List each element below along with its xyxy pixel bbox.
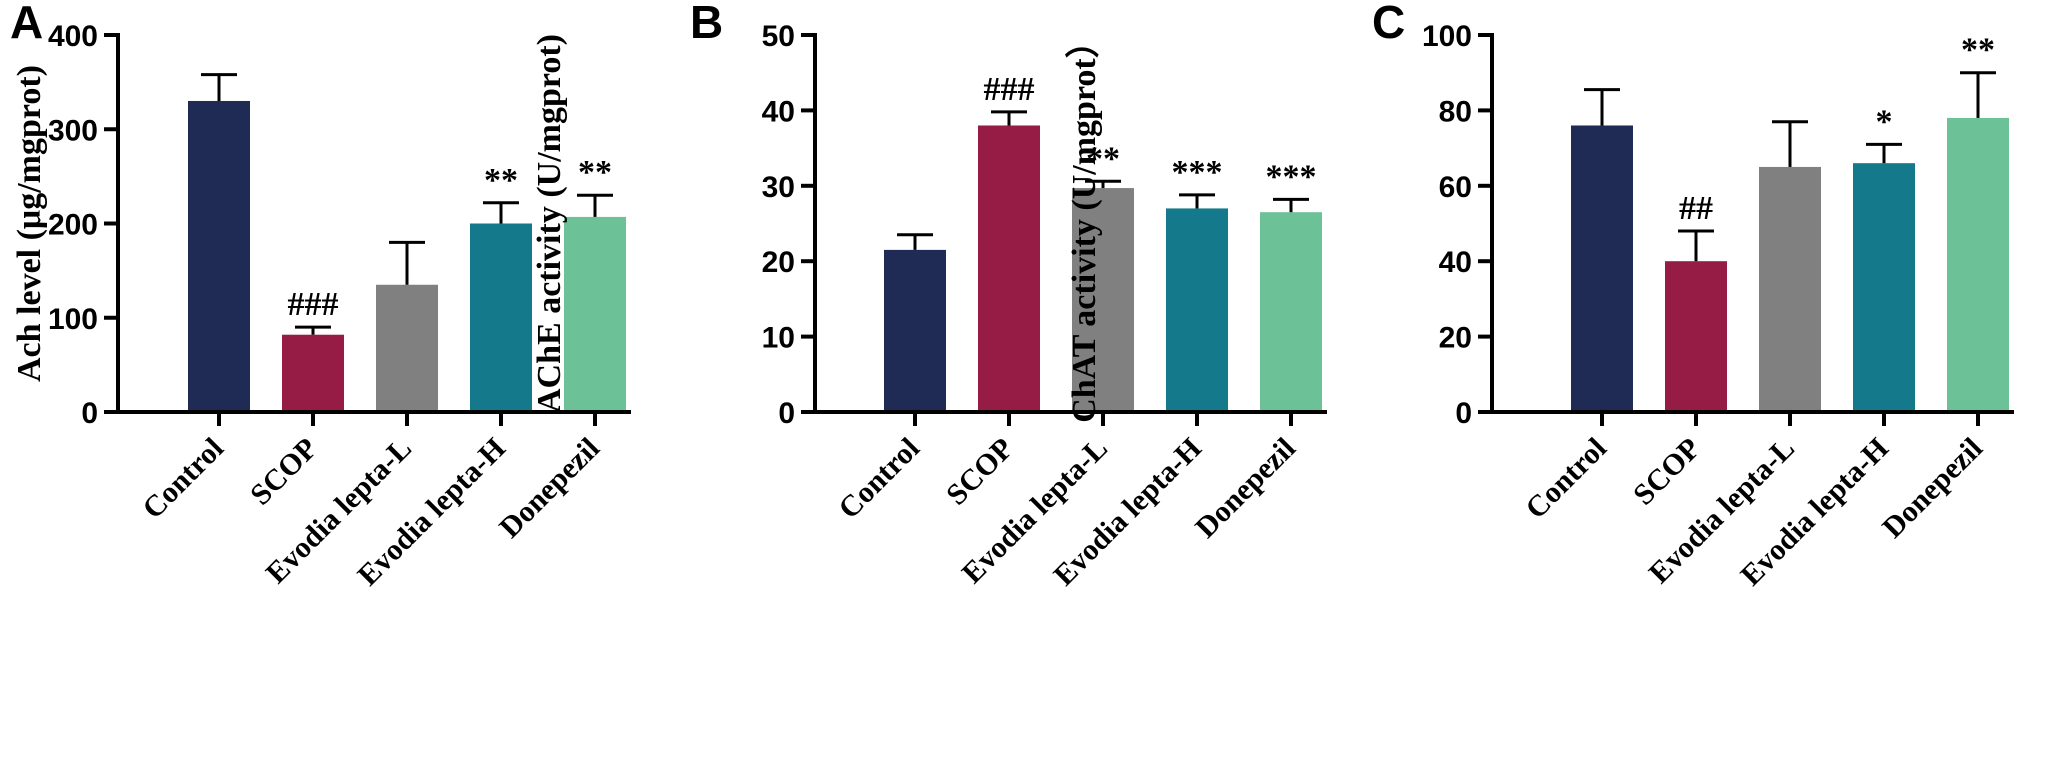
y-tick-label: 60 [1439, 171, 1472, 204]
significance-mark: ## [1679, 190, 1713, 227]
bar [1072, 188, 1134, 412]
y-tick-label: 20 [1439, 322, 1472, 355]
category-label: SCOP [244, 432, 324, 512]
chart-panel-b: B AChE activity (U/mgprot) Control ### SCOP *… [531, 0, 1327, 592]
category-label: SCOP [1627, 432, 1707, 512]
y-tick-label: 0 [778, 397, 795, 430]
bar [564, 216, 626, 412]
bar [1571, 125, 1633, 412]
y-tick-label: 30 [762, 171, 795, 204]
y-axis-label: AChE activity (U/mgprot) [531, 34, 568, 413]
significance-mark: *** [1172, 154, 1223, 191]
y-tick-label: 40 [1439, 246, 1472, 279]
y-tick-label: 20 [762, 246, 795, 279]
bar [1166, 208, 1228, 412]
y-axis-label: ChAT activity (U/mgprot） [1064, 24, 1103, 423]
bar [1260, 212, 1322, 412]
category-label: Donepezil [1876, 432, 1989, 545]
y-tick-label: 100 [48, 303, 98, 336]
panel-label: C [1372, 0, 1405, 48]
y-tick-label: 300 [48, 114, 98, 147]
bar [1853, 163, 1915, 412]
significance-mark: ### [288, 286, 339, 323]
category-label: SCOP [940, 432, 1020, 512]
category-label: Control [136, 432, 230, 526]
y-tick-label: 100 [1422, 20, 1472, 53]
significance-mark: *** [1266, 158, 1317, 195]
significance-mark: ### [984, 71, 1035, 108]
significance-mark: ** [484, 162, 518, 199]
significance-mark: ** [578, 154, 612, 191]
significance-mark: ** [1961, 32, 1995, 69]
y-tick-label: 40 [762, 95, 795, 128]
bar [1947, 117, 2009, 412]
significance-mark: * [1876, 103, 1893, 140]
bar [1665, 261, 1727, 412]
y-tick-label: 200 [48, 209, 98, 242]
y-tick-label: 80 [1439, 95, 1472, 128]
y-tick-label: 400 [48, 20, 98, 53]
category-label: Donepezil [1189, 432, 1302, 545]
bar [188, 100, 250, 412]
panel-label: B [690, 0, 723, 48]
bar [282, 334, 344, 412]
bar [376, 284, 438, 412]
bar [1759, 166, 1821, 412]
bar [978, 125, 1040, 412]
bar [470, 223, 532, 412]
y-tick-label: 0 [81, 397, 98, 430]
category-label: Control [1519, 432, 1613, 526]
y-axis-label: Ach level (μg/mgprot) [11, 65, 48, 382]
panel-label: A [10, 0, 43, 48]
category-label: Control [832, 432, 926, 526]
category-label: Donepezil [493, 432, 606, 545]
significance-mark: ** [1086, 140, 1120, 177]
bar [884, 249, 946, 412]
y-tick-label: 10 [762, 322, 795, 355]
y-tick-label: 50 [762, 20, 795, 53]
y-tick-label: 0 [1455, 397, 1472, 430]
